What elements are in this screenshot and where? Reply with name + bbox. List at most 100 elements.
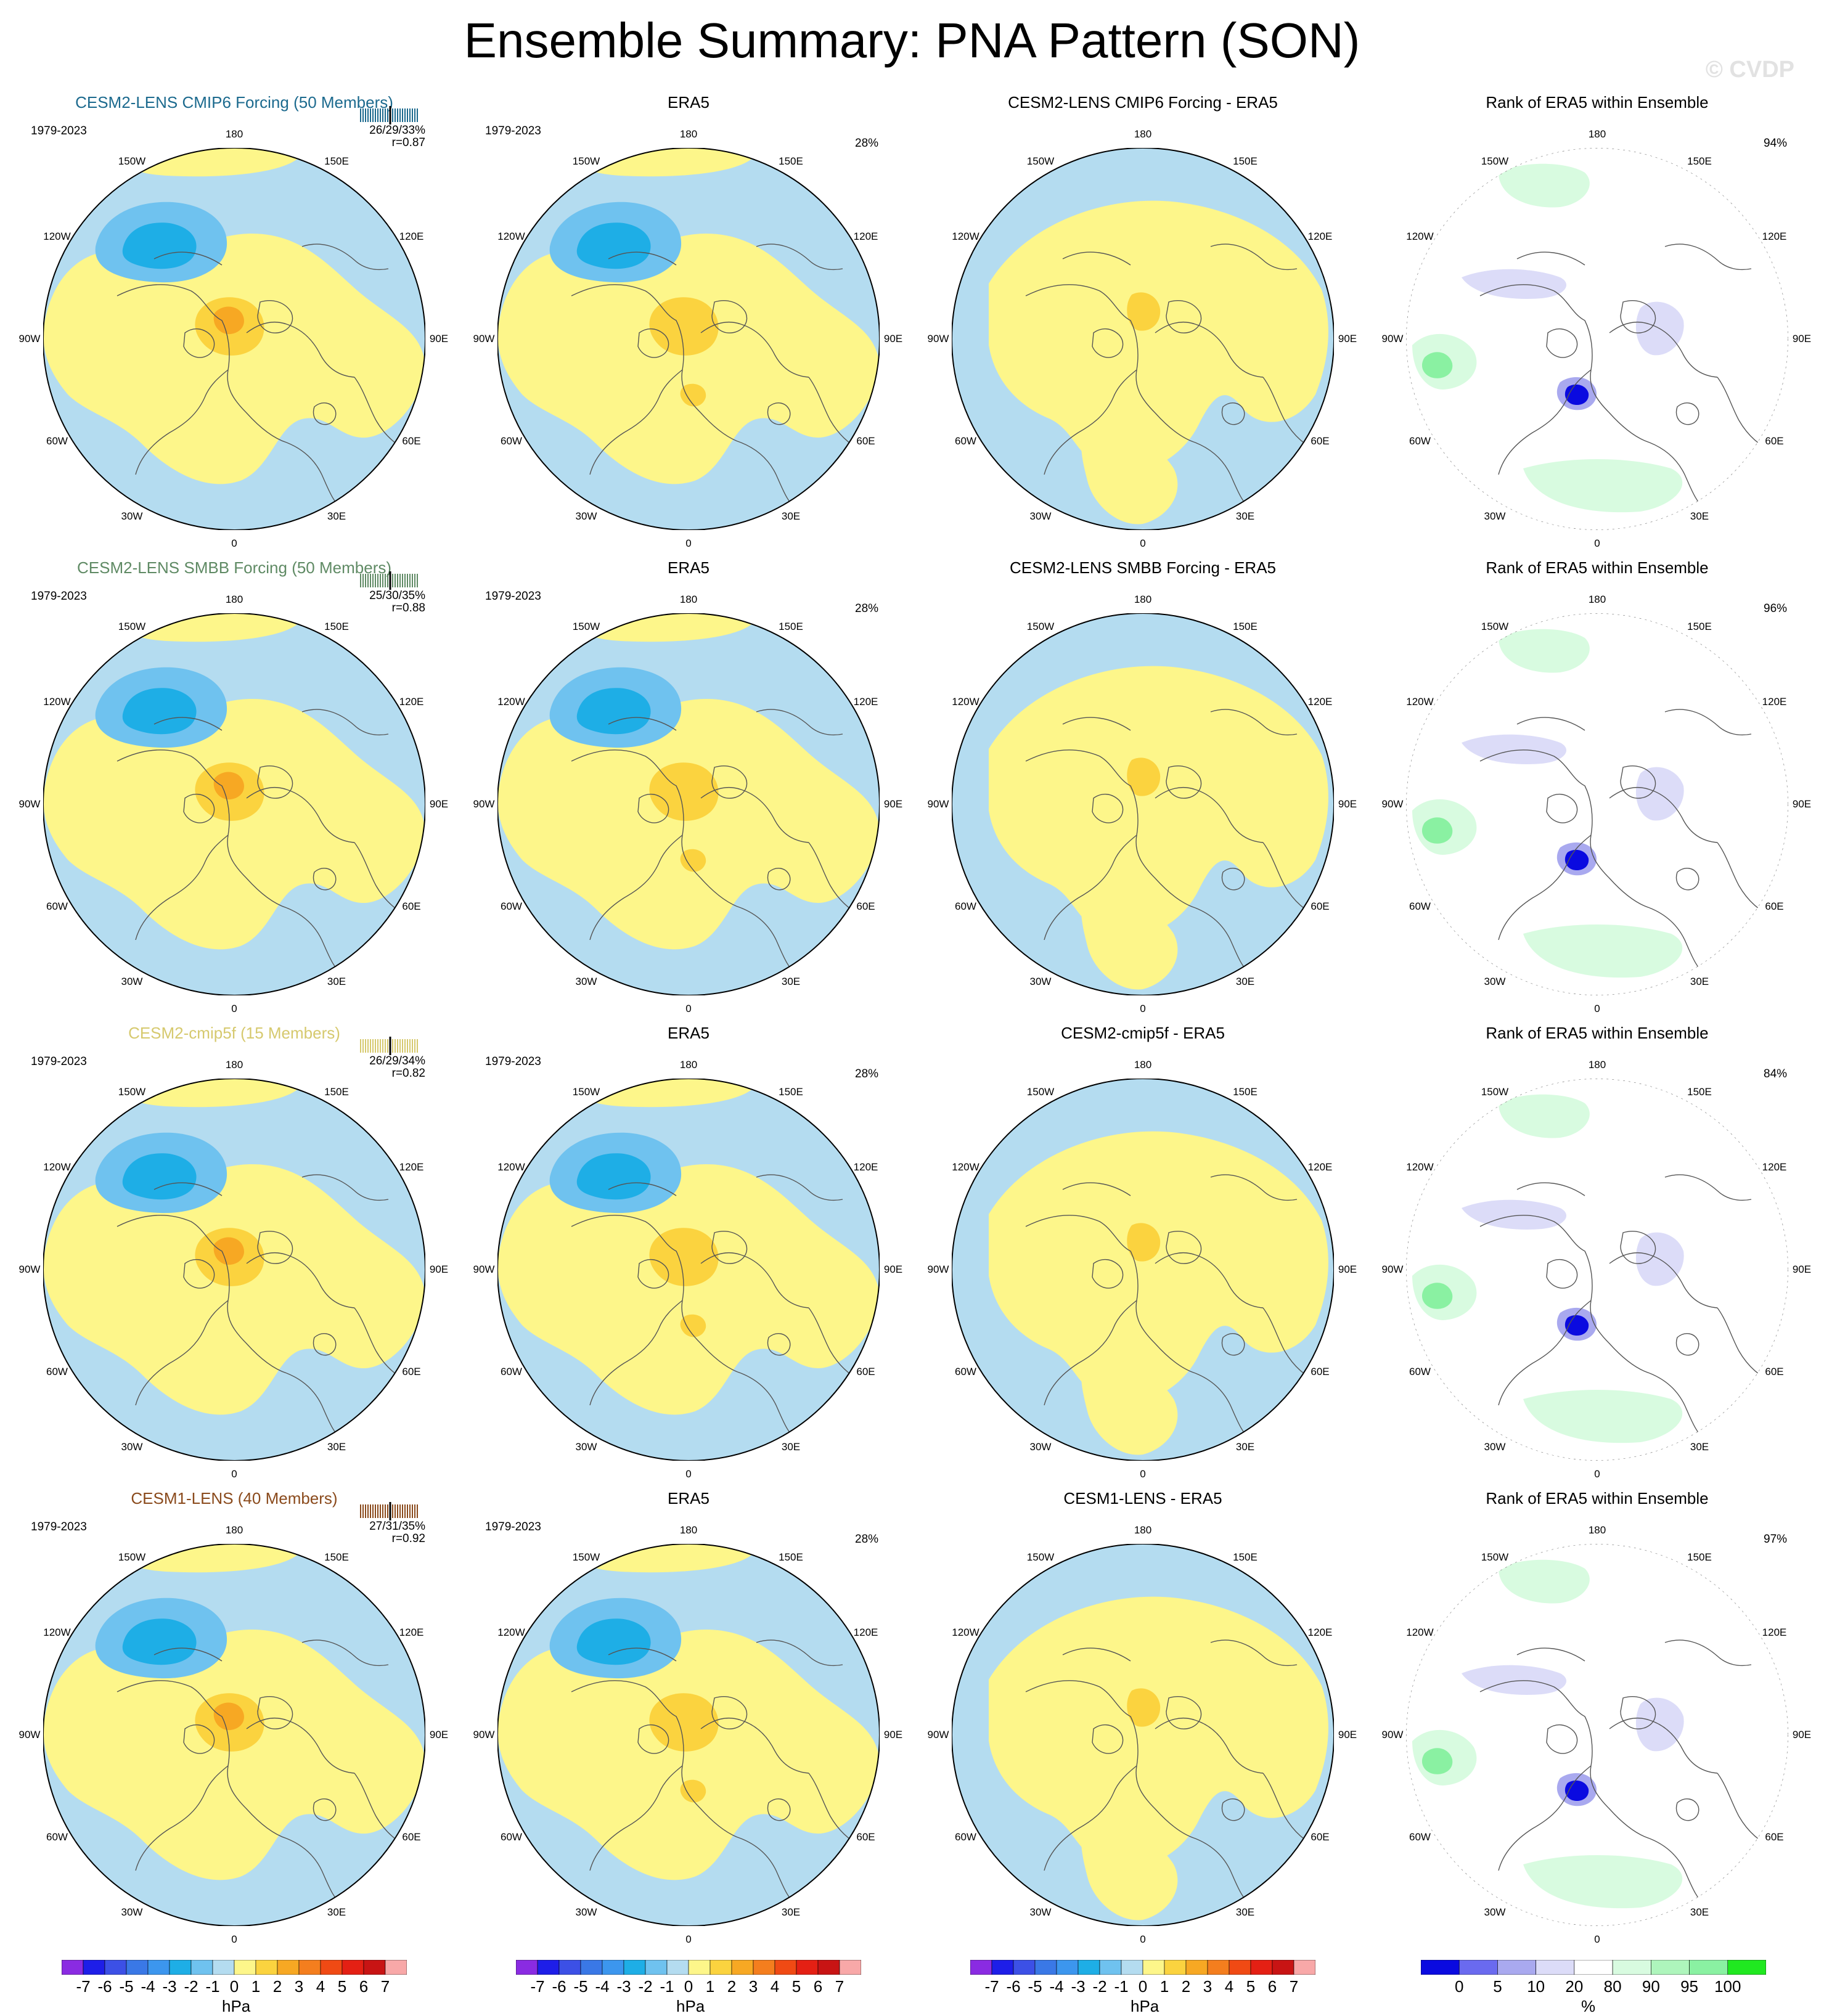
longitude-label: 60E [856, 1366, 875, 1377]
colorbar [970, 1960, 1315, 1975]
longitude-label: 180 [1134, 1059, 1152, 1071]
longitude-label: 120W [43, 696, 71, 708]
longitude-label: 60E [1765, 1366, 1784, 1377]
longitude-label: 60W [1409, 1366, 1431, 1377]
colorbar-tick: -1 [660, 1977, 674, 1996]
colorbar-swatch [1651, 1960, 1690, 1975]
period-label: 1979-2023 [485, 590, 541, 603]
longitude-label: 0 [685, 1468, 692, 1480]
longitude-label: 60W [46, 1366, 68, 1377]
longitude-label: 30E [1690, 975, 1709, 987]
longitude-label: 120W [952, 1161, 979, 1173]
longitude-label: 60W [954, 435, 976, 447]
era5-title: ERA5 [668, 558, 710, 577]
coastline [1479, 243, 1777, 512]
longitude-label: 0 [685, 1933, 692, 1945]
longitude-label: 60W [500, 1831, 522, 1843]
positive-anomaly-region [497, 1630, 880, 1880]
colorbar-swatch [234, 1960, 256, 1975]
longitude-label: 30E [1235, 1440, 1255, 1453]
longitude-label: 120E [1307, 231, 1333, 242]
longitude-label: 180 [1134, 128, 1152, 140]
map-panel-era5: ERA5 1979-2023 28% 180 150E 120E 90E 60E 30E 0 30W… [460, 1023, 917, 1504]
longitude-label: 30W [121, 975, 143, 987]
longitude-label: 120W [497, 696, 525, 708]
colorbar-tick: 5 [1493, 1977, 1502, 1996]
colorbar-unit: hPa [676, 1997, 705, 2015]
colorbar-tick: 2 [272, 1977, 282, 1996]
longitude-label: 60W [500, 435, 522, 447]
strong-negative-region [576, 688, 651, 735]
colorbar-swatch [1207, 1960, 1230, 1975]
longitude-label: 90E [1792, 333, 1812, 345]
strong-positive-region [1127, 757, 1161, 796]
longitude-label: 30E [781, 975, 801, 987]
longitude-label: 30W [1029, 510, 1052, 522]
longitude-label: 120W [43, 1626, 71, 1638]
strong-positive-region [680, 1779, 706, 1803]
rank-title: Rank of ERA5 within Ensemble [1486, 93, 1709, 112]
longitude-label: 180 [225, 128, 243, 140]
longitude-label: 90E [429, 798, 449, 810]
map-panel-era5: ERA5 1979-2023 28% 180 150E 120E 90E 60E 30E 0 30W… [460, 92, 917, 573]
low-rank-region [1462, 269, 1566, 299]
longitude-label: 0 [231, 1933, 237, 1945]
colorbar-tick: 1 [705, 1977, 715, 1996]
peak-positive-region [213, 306, 244, 335]
map-panel-diff: CESM2-LENS CMIP6 Forcing - ERA5 180 150E 12… [915, 92, 1371, 573]
longitude-label: 90E [883, 798, 903, 810]
colorbar-swatch [1727, 1960, 1766, 1975]
colorbar-tick: 3 [748, 1977, 758, 1996]
variance-pct: 28% [855, 1533, 879, 1546]
longitude-label: 90E [1338, 1263, 1357, 1275]
longitude-label: 150E [324, 1086, 349, 1098]
ensemble-rug [360, 106, 418, 124]
colorbar-tick: -5 [1028, 1977, 1042, 1996]
longitude-label: 150W [118, 1086, 146, 1098]
colorbar-tick: -6 [552, 1977, 566, 1996]
longitude-label: 90E [883, 1263, 903, 1275]
strong-negative-region [122, 222, 197, 269]
map-panel-rank: Rank of ERA5 within Ensemble 96% 180 150E 12… [1369, 558, 1824, 1039]
longitude-label: 150E [779, 1551, 803, 1564]
longitude-label: 120E [1762, 696, 1787, 708]
longitude-label: 90W [927, 1729, 949, 1741]
longitude-label: 90W [1381, 333, 1404, 345]
positive-anomaly-region [989, 1131, 1328, 1403]
longitude-label: 120E [1307, 1161, 1333, 1173]
longitude-label: 150E [324, 1551, 349, 1564]
longitude-label: 0 [685, 537, 692, 549]
longitude-label: 150W [1481, 1086, 1509, 1098]
positive-anomaly-region [497, 234, 880, 484]
longitude-label: 180 [679, 1059, 698, 1071]
longitude-label: 30W [575, 1906, 597, 1918]
positive-anomaly-region [497, 699, 880, 950]
longitude-label: 90E [1338, 333, 1357, 345]
positive-anomaly-region [989, 666, 1328, 938]
longitude-label: 150E [1687, 1086, 1712, 1098]
strong-positive-region [1127, 1223, 1161, 1262]
longitude-label: 60E [856, 900, 875, 912]
colorbar-tick: -1 [205, 1977, 220, 1996]
colorbar-tick: 2 [1181, 1977, 1191, 1996]
colorbar [62, 1960, 407, 1975]
colorbar-swatch [710, 1960, 732, 1975]
period-label: 1979-2023 [485, 124, 541, 137]
colorbar-swatch [1272, 1960, 1294, 1975]
polar-map [43, 1544, 425, 1926]
coastline [1025, 243, 1322, 512]
colorbar-swatch [839, 1960, 861, 1975]
colorbar-tick: 7 [835, 1977, 845, 1996]
colorbar-tick: -3 [1071, 1977, 1086, 1996]
longitude-label: 0 [1594, 1003, 1600, 1014]
stats-line: 26/29/33% [369, 124, 425, 137]
longitude-label: 60W [500, 1366, 522, 1377]
longitude-label: 90E [429, 1263, 449, 1275]
longitude-label: 150W [118, 155, 146, 168]
colorbar-swatch [255, 1960, 278, 1975]
coastline [117, 1174, 414, 1443]
longitude-label: 30W [121, 1440, 143, 1453]
coastline [571, 709, 868, 977]
longitude-label: 30E [1690, 510, 1709, 522]
polar-map [1406, 1544, 1788, 1926]
